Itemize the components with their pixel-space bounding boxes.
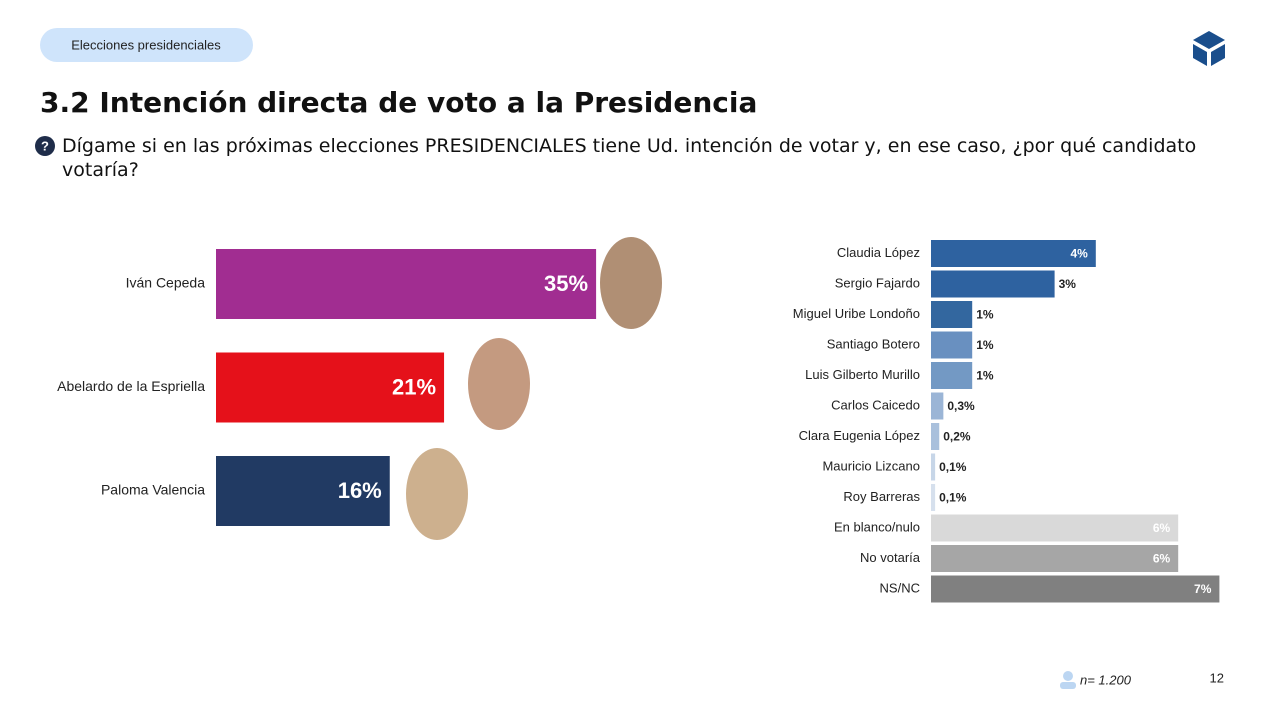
bar [931, 331, 973, 359]
value-label: 16% [338, 478, 382, 503]
category-label: NS/NC [880, 580, 920, 595]
category-label: Carlos Caicedo [831, 397, 920, 412]
tag-pill [40, 28, 253, 62]
sample-icon-body [1060, 682, 1076, 689]
category-label: Santiago Botero [827, 336, 920, 351]
bar [931, 453, 936, 481]
bar [216, 456, 390, 526]
value-label: 0,2% [943, 430, 971, 444]
bar [931, 392, 944, 420]
category-label: En blanco/nulo [834, 519, 920, 534]
bar [931, 514, 1179, 542]
sample-icon [1063, 671, 1073, 681]
value-label: 1% [976, 338, 994, 352]
sample-size: n= 1.200 [1080, 672, 1132, 687]
category-label: Luis Gilberto Murillo [805, 367, 920, 382]
page-number: 12 [1210, 670, 1224, 685]
bar [931, 575, 1220, 603]
question-icon-mark: ? [41, 138, 49, 153]
value-label: 1% [976, 308, 994, 322]
photos [406, 237, 662, 540]
category-label: Mauricio Lizcano [822, 458, 920, 473]
value-label: 1% [976, 369, 994, 383]
value-label: 0,1% [939, 491, 967, 505]
question: Dígame si en las próximas elecciones PRE… [62, 135, 1197, 181]
category-label: Iván Cepeda [126, 275, 206, 291]
bar [216, 249, 597, 319]
value-label: 35% [544, 271, 588, 296]
category-label: Paloma Valencia [101, 482, 205, 498]
bar [931, 270, 1055, 298]
category-label: Miguel Uribe Londoño [793, 306, 920, 321]
bar [931, 423, 940, 450]
value-label: 0,3% [947, 399, 975, 413]
category-label: Clara Eugenia López [799, 428, 920, 443]
value-label: 4% [1070, 247, 1088, 261]
logo [1193, 31, 1225, 66]
category-label: Roy Barreras [843, 489, 920, 504]
value-label: 6% [1153, 552, 1171, 566]
value-label: 6% [1153, 521, 1171, 535]
question-icon [35, 136, 55, 156]
value-label: 21% [392, 374, 436, 399]
category-label: No votaría [860, 550, 921, 565]
bar [931, 362, 973, 389]
bar [216, 352, 445, 423]
category-label: Abelardo de la Espriella [57, 378, 205, 394]
title: 3.2 Intención directa de voto a la Presi… [40, 86, 757, 119]
category-label: Sergio Fajardo [835, 275, 920, 290]
value-label: 7% [1194, 582, 1212, 596]
bar [931, 545, 1179, 572]
value-label: 0,1% [939, 460, 967, 474]
category-label: Claudia López [837, 245, 920, 260]
value-label: 3% [1059, 277, 1077, 291]
bar [931, 240, 1096, 267]
bar [931, 301, 973, 328]
tag: Elecciones presidenciales [71, 37, 221, 52]
bar [931, 484, 936, 511]
